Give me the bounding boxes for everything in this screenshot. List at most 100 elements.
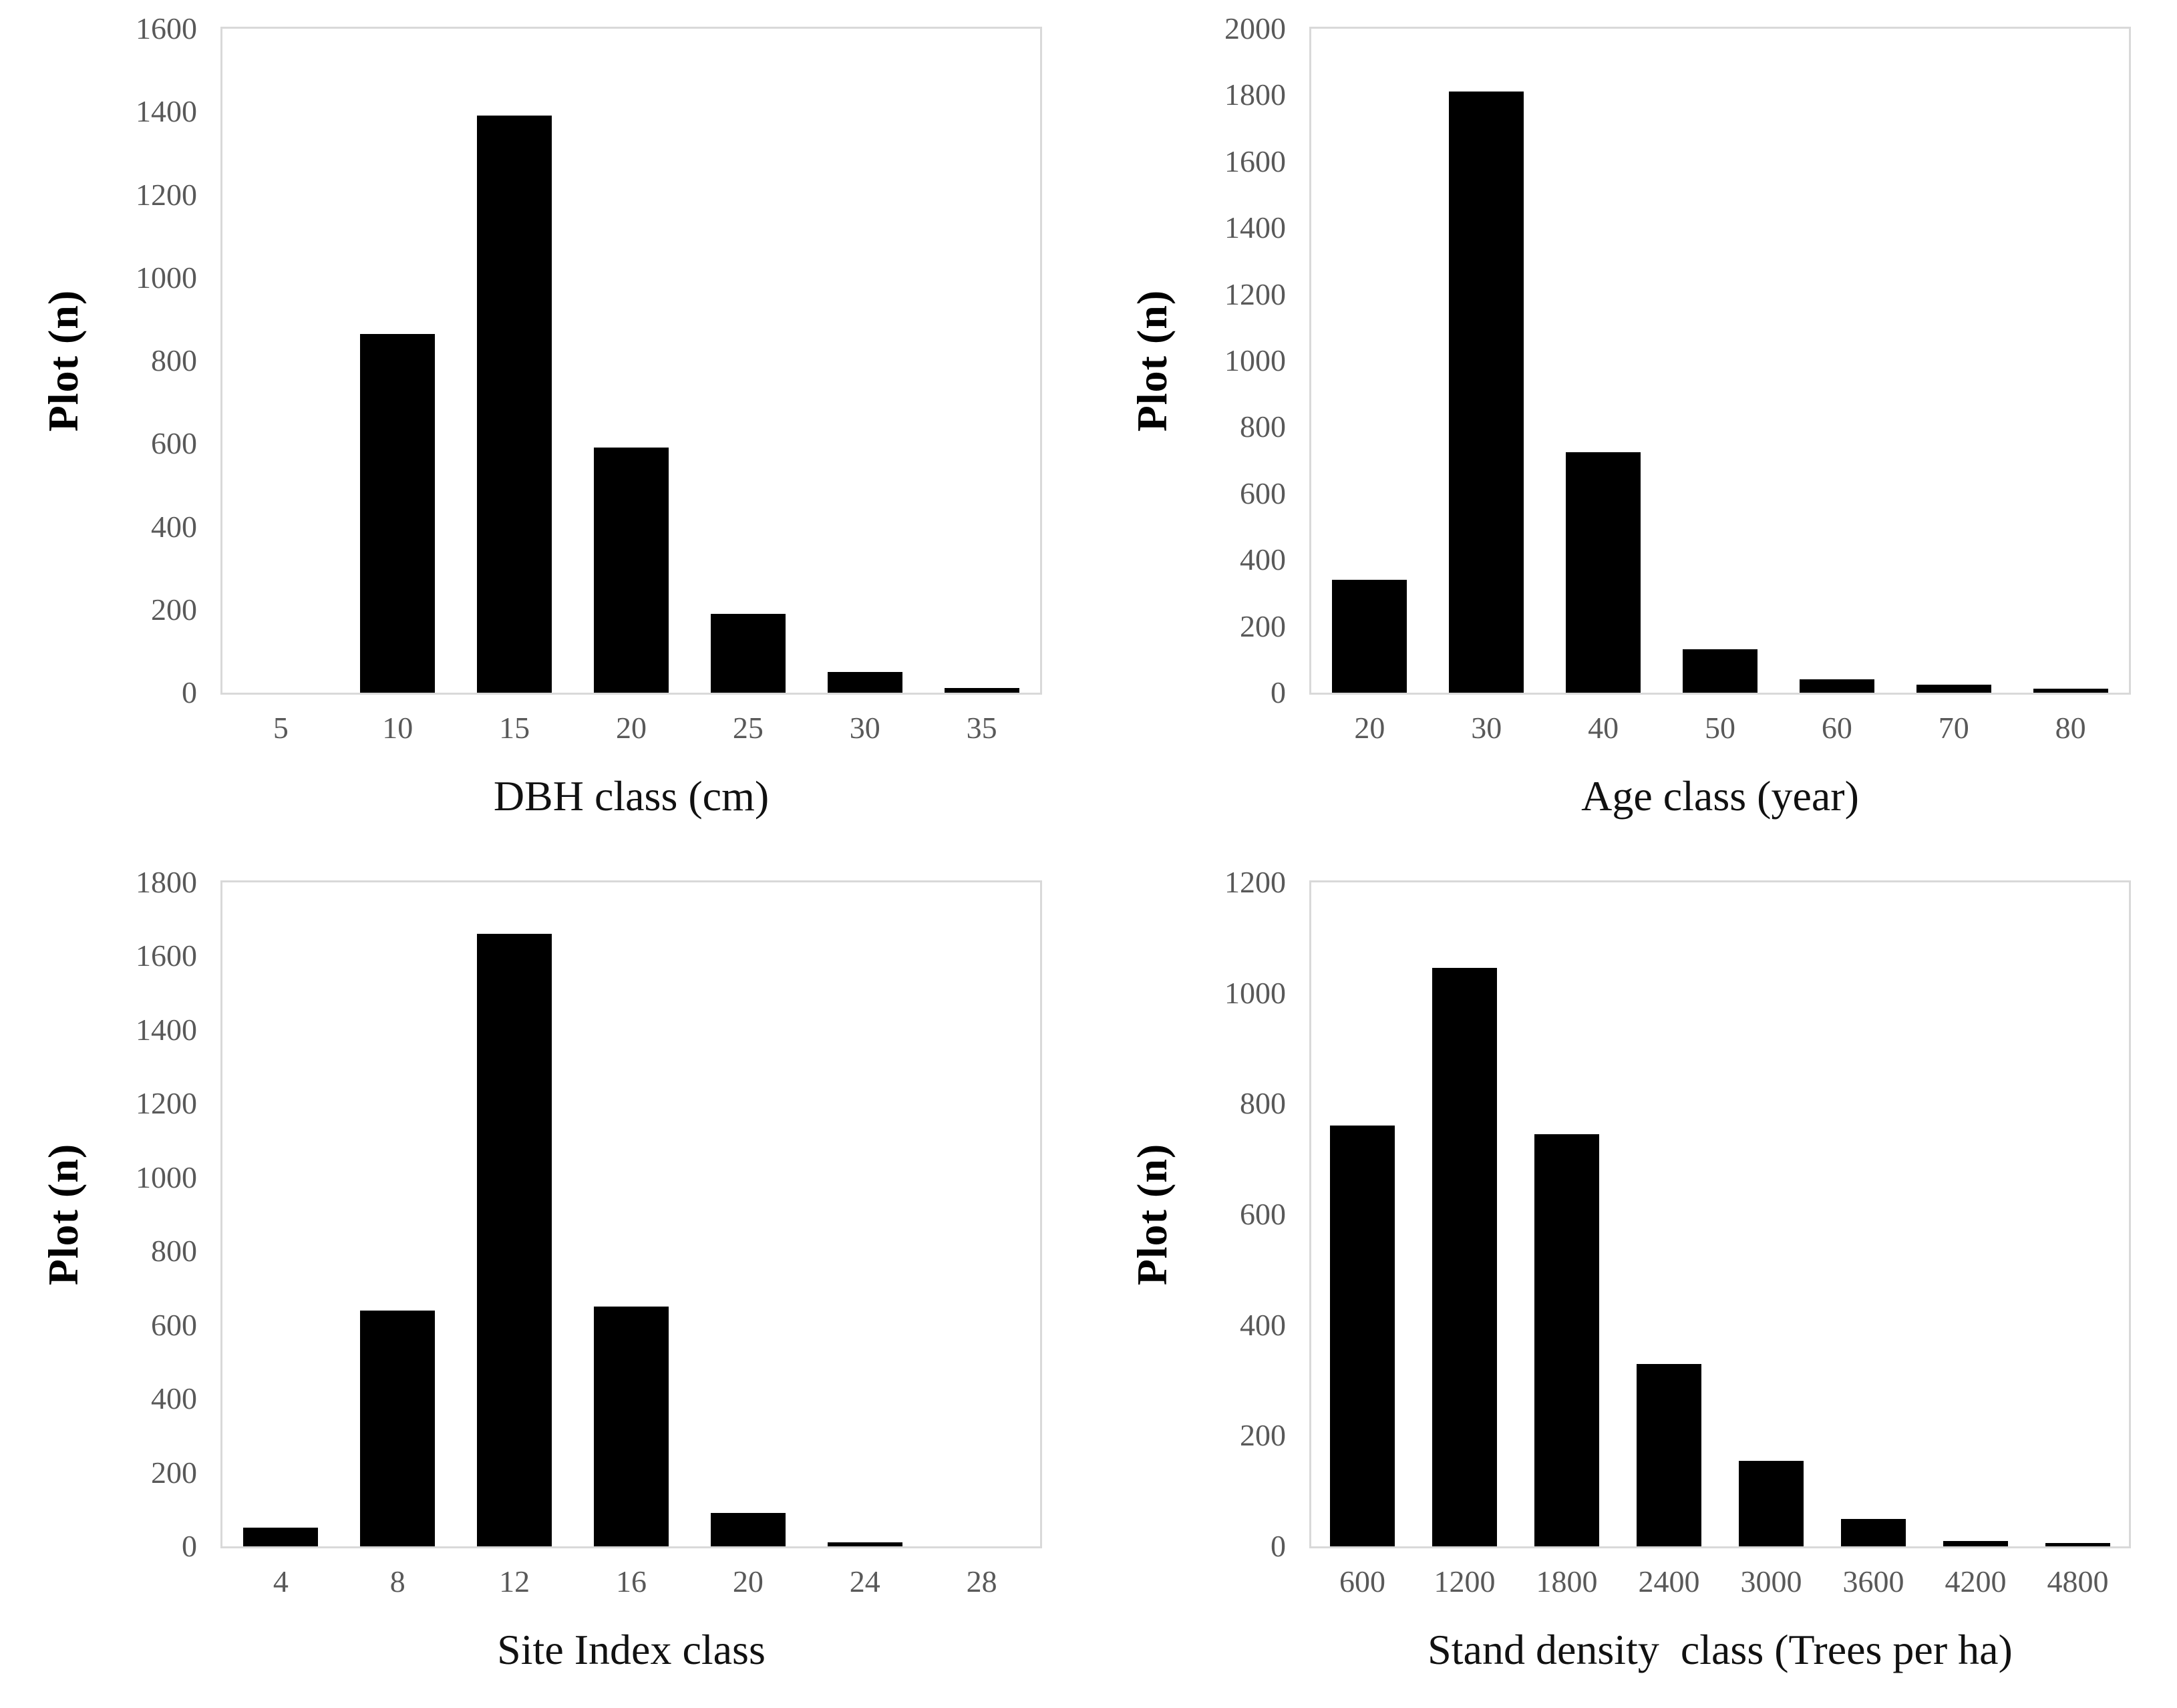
plot-wrap: 0 200 400 600 800 1000 1200 1400 1600 1800 4 8 12 16 2… bbox=[136, 867, 1042, 1597]
y-tick-label: 1600 bbox=[136, 938, 197, 973]
x-tick-label: 24 bbox=[849, 1564, 880, 1598]
y-tick-label: 1000 bbox=[136, 1160, 197, 1194]
bar-15 bbox=[477, 116, 552, 693]
x-axis-title: Stand density class (Trees per ha) bbox=[1428, 1626, 2013, 1673]
bar-20 bbox=[710, 1513, 786, 1546]
x-tick-label: 10 bbox=[382, 711, 413, 745]
chart-dbh-class: Plot (n) 0 200 400 600 800 1000 1200 1400 1600 5 1… bbox=[0, 0, 1089, 854]
bar-30 bbox=[1449, 92, 1524, 693]
bar-4200 bbox=[1943, 1540, 2009, 1546]
x-tick-label: 60 bbox=[1821, 711, 1852, 745]
y-tick-label: 1800 bbox=[1224, 77, 1286, 112]
x-tick-label: 70 bbox=[1938, 711, 1969, 745]
x-tick-label: 5 bbox=[273, 711, 289, 745]
bar-2400 bbox=[1636, 1363, 1702, 1546]
bar-10 bbox=[360, 333, 436, 693]
bar-60 bbox=[1799, 679, 1874, 693]
y-tick-label: 600 bbox=[1240, 1197, 1286, 1231]
bar-70 bbox=[1916, 684, 1991, 693]
bar-16 bbox=[594, 1307, 669, 1546]
bar-35 bbox=[944, 687, 1019, 693]
y-tick-label: 1400 bbox=[136, 1012, 197, 1047]
plot-wrap: 0 200 400 600 800 1000 1200 1400 1600 5 10 15 20 25 30… bbox=[136, 13, 1042, 743]
x-tick-label: 4 bbox=[273, 1564, 289, 1598]
x-axis-title: Age class (year) bbox=[1581, 772, 1859, 820]
y-tick-label: 200 bbox=[151, 592, 197, 627]
y-tick-label: 1400 bbox=[1224, 210, 1286, 245]
bar-600 bbox=[1329, 1126, 1395, 1546]
bar-25 bbox=[710, 613, 786, 693]
plot-wrap: 0 200 400 600 800 1000 1200 1400 1600 1800 2000 20 3… bbox=[1224, 13, 2131, 743]
y-tick-label: 1000 bbox=[1224, 343, 1286, 377]
bar-1800 bbox=[1534, 1134, 1600, 1546]
x-tick-label: 3000 bbox=[1740, 1564, 1802, 1598]
bar-12 bbox=[477, 934, 552, 1546]
y-tick-label: 1600 bbox=[136, 11, 197, 45]
y-axis-title: Plot (n) bbox=[39, 289, 87, 432]
y-tick-label: 0 bbox=[182, 1529, 197, 1563]
bar-3600 bbox=[1840, 1518, 1906, 1546]
y-axis-title: Plot (n) bbox=[1128, 289, 1176, 432]
y-tick-label: 400 bbox=[151, 1381, 197, 1416]
y-tick-label: 2000 bbox=[1224, 11, 1286, 45]
bar-4800 bbox=[2045, 1543, 2111, 1546]
y-tick-label: 600 bbox=[151, 426, 197, 461]
x-tick-label: 20 bbox=[732, 1564, 764, 1598]
chart-age-class: Plot (n) 0 200 400 600 800 1000 1200 1400 1600 18… bbox=[1089, 0, 2177, 854]
y-tick-label: 1200 bbox=[1224, 865, 1286, 899]
chart-site-index-class: Plot (n) 0 200 400 600 800 1000 1200 1400 1600 18… bbox=[0, 854, 1089, 1708]
y-tick-label: 1400 bbox=[136, 94, 197, 129]
bar-80 bbox=[2033, 689, 2108, 693]
x-tick-label: 1200 bbox=[1434, 1564, 1496, 1598]
plot-wrap: 0 200 400 600 800 1000 1200 600 1200 1800 2400 3000… bbox=[1224, 867, 2131, 1597]
y-tick-label: 1200 bbox=[1224, 277, 1286, 311]
y-tick-label: 400 bbox=[1240, 542, 1286, 577]
chart-stand-density-class: Plot (n) 0 200 400 600 800 1000 1200 600 1200 180… bbox=[1089, 854, 2177, 1708]
x-tick-label: 30 bbox=[1471, 711, 1502, 745]
x-tick-label: 16 bbox=[616, 1564, 647, 1598]
y-tick-label: 1200 bbox=[136, 177, 197, 212]
x-tick-label: 30 bbox=[849, 711, 880, 745]
x-tick-label: 2400 bbox=[1638, 1564, 1700, 1598]
x-axis-title: Site Index class bbox=[497, 1626, 766, 1673]
y-tick-label: 600 bbox=[1240, 476, 1286, 510]
x-tick-label: 4800 bbox=[2047, 1564, 2109, 1598]
plot-area: 0 200 400 600 800 1000 1200 1400 1600 1800 2000 20 3… bbox=[1224, 13, 2131, 743]
y-tick-label: 0 bbox=[1271, 1529, 1286, 1563]
bar-8 bbox=[360, 1310, 436, 1546]
bar-20 bbox=[594, 448, 669, 693]
x-tick-label: 35 bbox=[966, 711, 997, 745]
x-tick-label: 50 bbox=[1705, 711, 1735, 745]
x-axis-title: DBH class (cm) bbox=[493, 772, 770, 820]
y-tick-label: 200 bbox=[1240, 1418, 1286, 1453]
x-tick-label: 20 bbox=[616, 711, 647, 745]
y-tick-label: 800 bbox=[151, 343, 197, 377]
y-tick-label: 800 bbox=[151, 1234, 197, 1268]
y-tick-label: 1800 bbox=[136, 865, 197, 899]
bar-4 bbox=[243, 1528, 319, 1546]
y-tick-label: 800 bbox=[1240, 1086, 1286, 1121]
bar-1200 bbox=[1432, 968, 1498, 1546]
bar-24 bbox=[827, 1542, 902, 1546]
y-tick-label: 1200 bbox=[136, 1086, 197, 1121]
x-tick-label: 15 bbox=[499, 711, 530, 745]
bar-40 bbox=[1566, 452, 1641, 693]
plot-area: 0 200 400 600 800 1000 1200 1400 1600 1800 4 8 12 16 2… bbox=[136, 867, 1042, 1597]
x-tick-label: 80 bbox=[2055, 711, 2086, 745]
x-tick-label: 20 bbox=[1354, 711, 1385, 745]
x-tick-label: 3600 bbox=[1842, 1564, 1904, 1598]
bar-3000 bbox=[1738, 1460, 1804, 1546]
y-axis-title: Plot (n) bbox=[39, 1143, 87, 1286]
x-tick-label: 600 bbox=[1339, 1564, 1385, 1598]
y-tick-label: 400 bbox=[1240, 1307, 1286, 1342]
y-tick-label: 600 bbox=[151, 1307, 197, 1342]
x-tick-label: 28 bbox=[966, 1564, 997, 1598]
x-tick-label: 4200 bbox=[1945, 1564, 2007, 1598]
x-tick-label: 25 bbox=[732, 711, 764, 745]
y-tick-label: 200 bbox=[151, 1455, 197, 1490]
x-tick-label: 1800 bbox=[1536, 1564, 1598, 1598]
y-tick-label: 1600 bbox=[1224, 144, 1286, 178]
y-tick-label: 0 bbox=[182, 675, 197, 709]
y-tick-label: 800 bbox=[1240, 409, 1286, 444]
